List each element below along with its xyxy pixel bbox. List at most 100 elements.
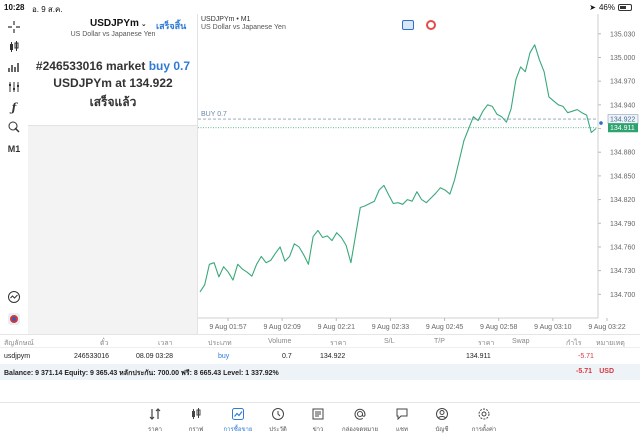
order-status: เสร็จแล้ว: [89, 95, 137, 109]
timeframe-button[interactable]: M1: [7, 144, 21, 154]
symbol-description: US Dollar vs Japanese Yen: [70, 31, 156, 38]
account-currency: USD: [599, 368, 614, 375]
y-tick-label: 134.760: [610, 244, 635, 251]
order-symbol: USDJPYm: [90, 18, 139, 29]
x-tick-label: 9 Aug 01:57: [209, 324, 246, 331]
table-row[interactable]: usdjpym 246533016 08.09 03:28 buy 0.7 13…: [0, 350, 640, 364]
bottom-navigation: ราคา กราฟ การซื้อขาย ประวัติ ข่าว กล่องจ…: [0, 402, 640, 447]
row-profit: -5.71: [578, 353, 594, 360]
row-current-price: 134.911: [466, 353, 491, 360]
bar-chart-icon[interactable]: [4, 58, 24, 76]
one-click-trading-icon[interactable]: [402, 20, 414, 30]
nav-settings[interactable]: การตั้งค่า: [464, 407, 504, 434]
row-ticket: 246533016: [74, 353, 110, 360]
total-profit: -5.71: [576, 368, 592, 375]
order-price-line: USDJPYm at 134.922: [53, 76, 173, 90]
col-comment[interactable]: หมายเหตุ: [596, 340, 625, 347]
col-volume[interactable]: Volume: [268, 338, 292, 345]
candles-icon[interactable]: [4, 38, 24, 56]
broker-logo-icon[interactable]: [4, 310, 24, 328]
nav-chat[interactable]: แชท: [382, 407, 422, 434]
crosshair-icon[interactable]: [4, 18, 24, 36]
status-time: 10:28: [4, 3, 25, 12]
col-price[interactable]: ราคา: [330, 340, 347, 347]
chart-canvas[interactable]: 135.030135.000134.970134.940134.910134.8…: [198, 14, 640, 334]
col-profit[interactable]: กำไร: [566, 340, 582, 347]
entry-marker: [599, 121, 603, 125]
order-panel-background: [28, 126, 198, 334]
y-tick-label: 134.880: [610, 150, 635, 157]
row-type: buy: [218, 353, 230, 360]
y-tick-label: 135.000: [610, 55, 635, 62]
position-price-label: 134.922: [610, 117, 635, 124]
current-price-tag: [608, 123, 638, 133]
balance-summary: Balance: 9 371.14 Equity: 9 365.43 หลักป…: [4, 370, 279, 377]
order-result-panel: USDJPYm ⌄ เสร็จสิ้น US Dollar vs Japanes…: [28, 14, 198, 126]
y-tick-label: 134.700: [610, 292, 635, 299]
row-open-price: 134.922: [320, 353, 346, 360]
signal-icon[interactable]: [426, 20, 436, 30]
row-symbol: usdjpym: [4, 353, 31, 360]
y-tick-label: 134.940: [610, 102, 635, 109]
location-icon: ➤: [589, 3, 596, 12]
done-button[interactable]: เสร็จสิ้น: [156, 21, 187, 31]
chart-title: USDJPYm • M1: [201, 16, 251, 23]
quotes-icon: [149, 408, 161, 420]
x-tick-label: 9 Aug 02:33: [372, 324, 409, 331]
history-icon: [272, 408, 284, 420]
mailbox-icon: [354, 408, 366, 420]
candles-icon: [192, 408, 201, 419]
battery-icon: [618, 4, 632, 11]
row-time: 08.09 03:28: [136, 353, 173, 360]
col-tp[interactable]: T/P: [434, 338, 445, 345]
nav-news[interactable]: ข่าว: [298, 407, 338, 434]
col-type[interactable]: ประเภท: [208, 340, 232, 347]
price-series-line: [199, 44, 597, 293]
chart-toolbar: ƒ M1: [0, 14, 28, 334]
trade-icon: [232, 408, 244, 420]
chevron-down-icon: ⌄: [140, 20, 147, 28]
y-tick-label: 134.970: [610, 79, 635, 86]
col-swap[interactable]: Swap: [512, 338, 530, 345]
current-price-label: 134.911: [610, 125, 635, 132]
chart-subtitle: US Dollar vs Japanese Yen: [201, 24, 286, 31]
table-header: สัญลักษณ์ ตั๋ว เวลา ประเภท Volume ราคา S…: [0, 334, 640, 348]
col-time[interactable]: เวลา: [158, 340, 173, 347]
nav-history[interactable]: ประวัติ: [258, 407, 298, 434]
x-tick-label: 9 Aug 02:21: [318, 324, 355, 331]
order-result-line: #246533016 market buy 0.7: [35, 59, 191, 73]
objects-icon[interactable]: [4, 118, 24, 136]
col-symbol[interactable]: สัญลักษณ์: [4, 340, 34, 347]
order-symbol-selector[interactable]: USDJPYm ⌄: [90, 18, 147, 29]
y-tick-label: 135.030: [610, 31, 635, 38]
col-current-price[interactable]: ราคา: [478, 340, 495, 347]
nav-account[interactable]: บัญชี: [422, 407, 462, 434]
chart-window-icon[interactable]: [4, 288, 24, 306]
nav-chart[interactable]: กราฟ: [176, 407, 216, 434]
y-tick-label: 134.820: [610, 197, 635, 204]
y-tick-label: 134.850: [610, 173, 635, 180]
x-tick-label: 9 Aug 02:45: [426, 324, 463, 331]
indicators-icon[interactable]: [4, 78, 24, 96]
col-ticket[interactable]: ตั๋ว: [100, 340, 109, 347]
settings-icon: [478, 408, 490, 420]
nav-quotes[interactable]: ราคา: [135, 407, 175, 434]
function-icon[interactable]: ƒ: [11, 100, 17, 114]
col-sl[interactable]: S/L: [384, 338, 395, 345]
battery-percent: 46%: [598, 3, 615, 12]
status-bar: 10:28 อ. 9 ส.ค. ➤ 46%: [0, 0, 640, 14]
y-tick-label: 134.730: [610, 268, 635, 275]
x-tick-label: 9 Aug 02:09: [263, 324, 300, 331]
row-volume: 0.7: [282, 353, 292, 360]
nav-trade[interactable]: การซื้อขาย: [218, 407, 258, 434]
x-tick-label: 9 Aug 02:58: [480, 324, 517, 331]
x-tick-label: 9 Aug 03:10: [534, 324, 571, 331]
x-tick-label: 9 Aug 03:22: [588, 324, 625, 331]
balance-bar: Balance: 9 371.14 Equity: 9 365.43 หลักป…: [0, 364, 640, 380]
nav-mailbox[interactable]: กล่องจดหมาย: [340, 407, 380, 434]
price-chart[interactable]: 135.030135.000134.970134.940134.910134.8…: [198, 14, 640, 334]
status-date: อ. 9 ส.ค.: [32, 5, 63, 14]
trade-table: สัญลักษณ์ ตั๋ว เวลา ประเภท Volume ราคา S…: [0, 334, 640, 384]
y-tick-label: 134.790: [610, 221, 635, 228]
account-icon: [436, 408, 448, 420]
